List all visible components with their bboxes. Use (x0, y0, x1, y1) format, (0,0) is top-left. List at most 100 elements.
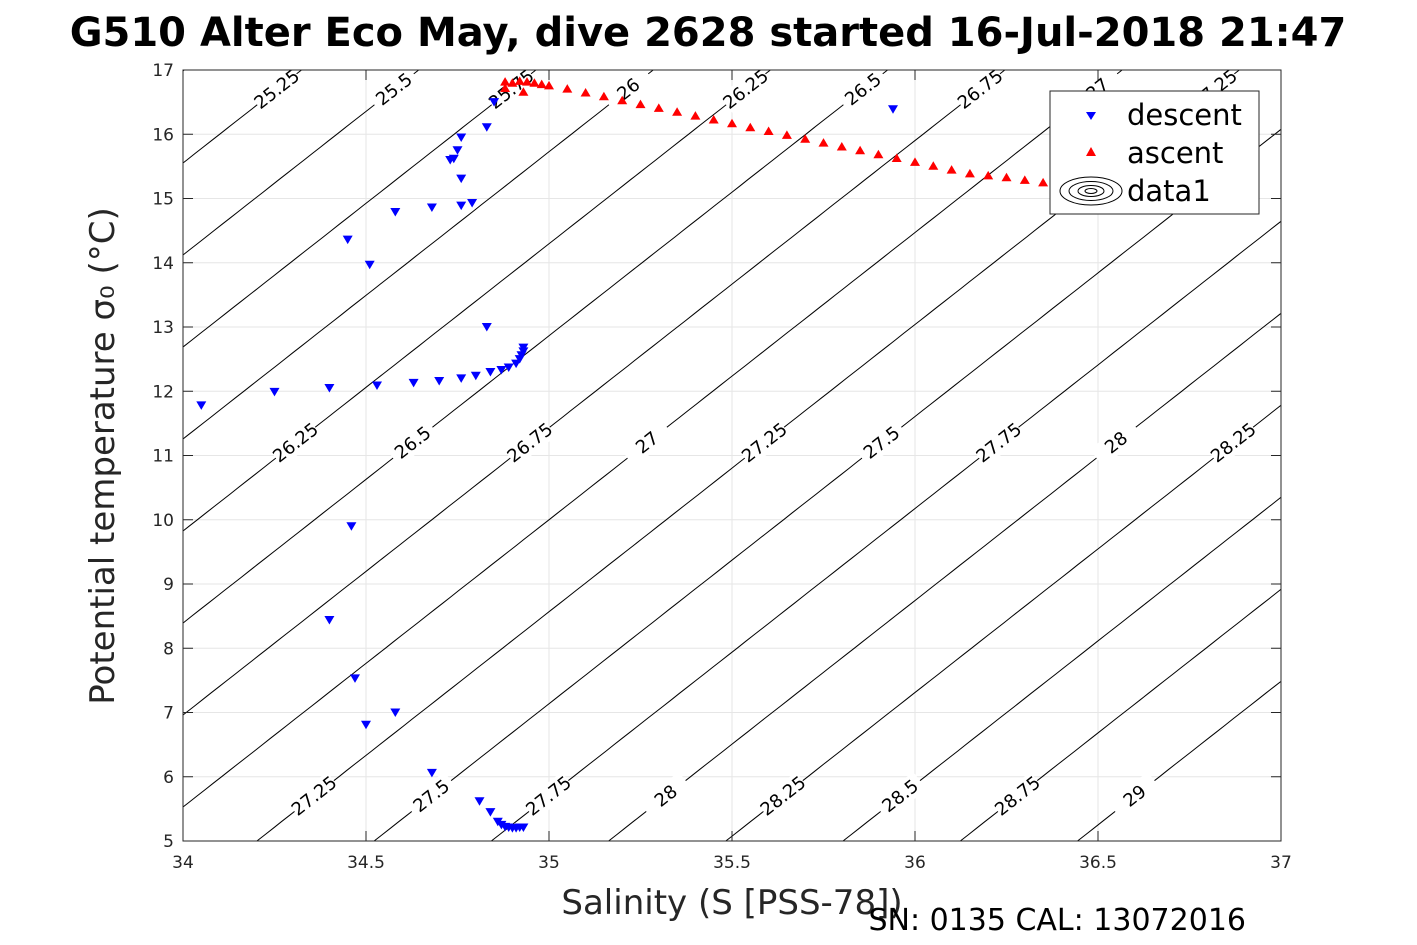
descent-point (489, 98, 500, 107)
x-tick-label: 35 (538, 853, 560, 873)
descent-point (481, 123, 492, 132)
y-tick-label: 17 (152, 61, 174, 81)
descent-point (518, 823, 529, 832)
x-tick-label: 37 (1270, 853, 1292, 873)
y-tick-label: 5 (163, 832, 174, 852)
contour-line (183, 70, 420, 256)
y-tick-label: 8 (163, 639, 174, 659)
x-tick-label: 35.5 (713, 853, 751, 873)
descent-point (346, 522, 357, 531)
ascent-point (522, 77, 532, 86)
ascent-point (946, 165, 957, 174)
ascent-point (500, 77, 511, 86)
chart-title: G510 Alter Eco May, dive 2628 started 16… (70, 10, 1347, 56)
ascent-point (653, 103, 664, 112)
ascent-point (635, 99, 646, 109)
descent-point (474, 797, 485, 806)
descent-point (269, 387, 280, 397)
descent-point (390, 208, 401, 217)
ascent-point (529, 78, 540, 87)
ascent-point (708, 115, 719, 124)
ascent-point (910, 157, 920, 166)
x-tick-label: 34.5 (347, 853, 385, 873)
ascent-point (964, 168, 975, 178)
descent-point (485, 808, 496, 817)
descent-point (481, 323, 492, 332)
y-tick-label: 12 (152, 382, 174, 402)
descent-point (503, 363, 514, 372)
descent-point (372, 381, 382, 390)
ascent-point (500, 83, 511, 92)
descent-point (324, 616, 335, 625)
x-axis-ticks: 34 34.5 35 35.5 36 36.5 37 (172, 70, 1292, 873)
legend-ascent-label: ascent (1127, 136, 1223, 170)
descent-series (196, 98, 898, 833)
x-axis-label: Salinity (S [PSS-78]) (561, 883, 902, 923)
descent-point (518, 343, 529, 353)
ascent-point (763, 126, 774, 135)
ascent-point (781, 130, 792, 139)
descent-point (456, 133, 467, 142)
footer-serial-calibration: SN: 0135 CAL: 13072016 (868, 903, 1246, 938)
ascent-point (514, 76, 525, 85)
y-tick-label: 9 (163, 575, 174, 595)
y-tick-label: 6 (163, 768, 174, 788)
contour-line (1077, 680, 1281, 841)
legend: descent ascent data1 (1049, 90, 1260, 215)
ascent-point (580, 88, 591, 97)
ascent-point (1019, 175, 1030, 184)
y-tick-label: 14 (152, 254, 174, 274)
ascent-series (500, 76, 1049, 187)
descent-point (445, 156, 456, 165)
descent-point (196, 401, 207, 410)
descent-point (485, 368, 496, 377)
contour-line (959, 588, 1281, 841)
descent-point (426, 203, 437, 212)
descent-point (426, 768, 437, 778)
y-axis-label: Potential temperature σ₀ (°C) (83, 207, 123, 705)
legend-ascent-marker (1086, 147, 1096, 156)
legend-descent-label: descent (1127, 98, 1242, 132)
x-tick-label: 36.5 (1079, 853, 1117, 873)
y-tick-label: 7 (163, 704, 174, 724)
y-tick-label: 16 (152, 125, 174, 145)
x-tick-label: 36 (904, 853, 926, 873)
legend-data1-label: data1 (1127, 174, 1211, 208)
descent-point (467, 199, 478, 208)
descent-point (456, 174, 467, 184)
ascent-point (518, 87, 529, 96)
x-tick-label: 34 (172, 853, 194, 873)
y-tick-label: 11 (152, 447, 174, 467)
ascent-point (928, 161, 939, 170)
ascent-point (672, 107, 683, 116)
contour-line (183, 70, 537, 348)
descent-point (456, 374, 467, 383)
ascent-point (690, 111, 701, 120)
ascent-point (617, 95, 628, 105)
y-tick-label: 15 (152, 190, 174, 210)
descent-point (390, 708, 401, 717)
contour-line (183, 70, 654, 440)
ascent-point (1001, 172, 1012, 182)
legend-box (1049, 90, 1260, 215)
descent-point (364, 260, 375, 270)
ascent-point (536, 79, 547, 89)
descent-point (456, 201, 467, 211)
legend-descent-marker (1086, 112, 1096, 120)
ascent-point (855, 145, 866, 155)
y-tick-label: 10 (152, 511, 174, 531)
y-axis-ticks: 5 6 7 8 9 10 11 12 13 14 15 16 17 (152, 61, 1281, 852)
descent-point (350, 674, 360, 683)
ascent-point (562, 84, 573, 93)
legend-data1-marker (1059, 176, 1123, 206)
descent-point (434, 377, 445, 386)
descent-point (452, 146, 463, 155)
descent-point (470, 371, 481, 381)
descent-point (496, 366, 507, 375)
ascent-point (983, 170, 994, 180)
descent-point (408, 378, 419, 388)
y-tick-label: 13 (152, 318, 174, 338)
ascent-point (727, 118, 737, 128)
descent-point (888, 105, 898, 114)
